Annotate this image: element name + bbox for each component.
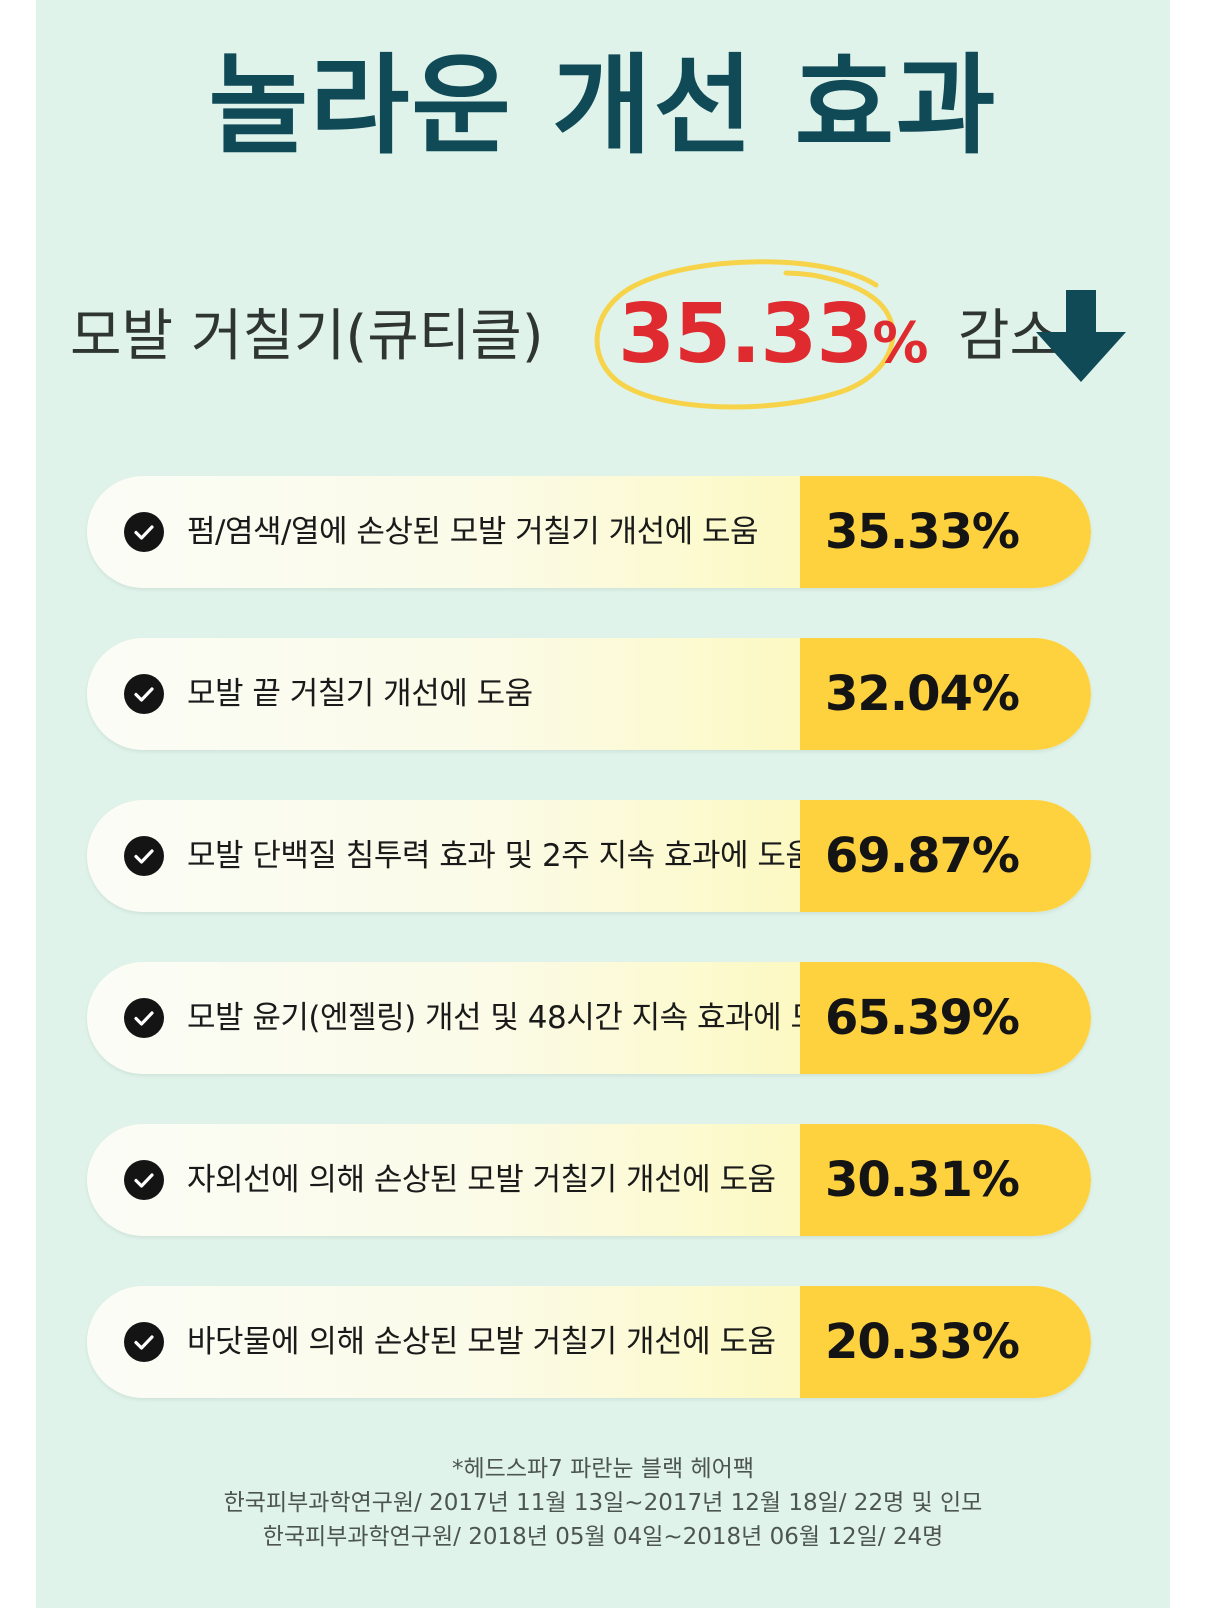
headline-value-unit: % [872,311,928,376]
value-box: 65.39% [800,962,1091,1074]
item-label: 모발 단백질 침투력 효과 및 2주 지속 효과에 도움 [187,838,814,874]
list-item: 바닷물에 의해 손상된 모발 거칠기 개선에 도움 20.33% [87,1286,1091,1398]
item-value: 65.39% [825,990,1020,1046]
item-label: 펌/염색/열에 손상된 모발 거칠기 개선에 도움 [187,514,759,550]
list-item: 모발 단백질 침투력 효과 및 2주 지속 효과에 도움 69.87% [87,800,1091,912]
item-value: 20.33% [825,1314,1020,1370]
item-label: 바닷물에 의해 손상된 모발 거칠기 개선에 도움 [187,1324,776,1360]
item-value: 35.33% [825,504,1020,560]
list-item: 모발 윤기(엔젤링) 개선 및 48시간 지속 효과에 도움 65.39% [87,962,1091,1074]
value-box: 35.33% [800,476,1091,588]
item-label: 모발 윤기(엔젤링) 개선 및 48시간 지속 효과에 도움 [187,1000,847,1036]
headline-prefix: 모발 거칠기(큐티클) [70,304,544,369]
check-icon [124,998,164,1038]
check-icon [124,1160,164,1200]
value-box: 69.87% [800,800,1091,912]
page-title: 놀라운 개선 효과 [208,44,998,169]
check-icon [124,836,164,876]
check-icon [124,674,164,714]
item-value: 69.87% [825,828,1020,884]
item-value: 32.04% [825,666,1020,722]
footnote-study-1: 한국피부과학연구원/ 2017년 11월 13일~2017년 12월 18일/ … [223,1490,983,1516]
list-item: 모발 끝 거칠기 개선에 도움 32.04% [87,638,1091,750]
item-value: 30.31% [825,1152,1020,1208]
headline: 모발 거칠기(큐티클) 35.33% 감소 [70,280,1150,400]
footnote-study-2: 한국피부과학연구원/ 2018년 05월 04일~2018년 06월 12일/ … [262,1524,944,1550]
headline-value-number: 35.33 [618,287,873,382]
list-item: 자외선에 의해 손상된 모발 거칠기 개선에 도움 30.31% [87,1124,1091,1236]
value-box: 32.04% [800,638,1091,750]
item-label: 자외선에 의해 손상된 모발 거칠기 개선에 도움 [187,1162,776,1198]
item-label: 모발 끝 거칠기 개선에 도움 [187,676,533,712]
result-list: 펌/염색/열에 손상된 모발 거칠기 개선에 도움 35.33% 모발 끝 거칠… [87,476,1091,1448]
footnote: *헤드스파7 파란눈 블랙 헤어팩 한국피부과학연구원/ 2017년 11월 1… [36,1452,1170,1554]
down-arrow-icon [1036,290,1126,382]
value-box: 30.31% [800,1124,1091,1236]
list-item: 펌/염색/열에 손상된 모발 거칠기 개선에 도움 35.33% [87,476,1091,588]
infographic-panel: 놀라운 개선 효과 모발 거칠기(큐티클) 35.33% 감소 펌/염색/열에 … [36,0,1170,1608]
check-icon [124,1322,164,1362]
headline-value: 35.33% [618,287,928,389]
value-box: 20.33% [800,1286,1091,1398]
check-icon [124,512,164,552]
footnote-product: *헤드스파7 파란눈 블랙 헤어팩 [452,1456,754,1482]
